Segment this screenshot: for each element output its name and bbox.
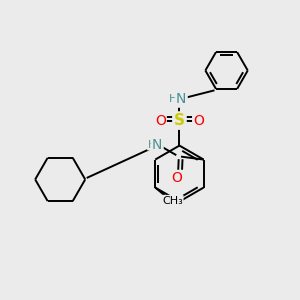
Text: CH₃: CH₃ (162, 196, 183, 206)
Text: O: O (172, 171, 183, 185)
Text: S: S (174, 113, 185, 128)
Text: O: O (193, 114, 204, 128)
Text: H: H (148, 140, 156, 150)
Text: O: O (155, 114, 166, 128)
Text: N: N (176, 92, 186, 106)
Text: N: N (152, 138, 162, 152)
Text: H: H (169, 94, 177, 104)
